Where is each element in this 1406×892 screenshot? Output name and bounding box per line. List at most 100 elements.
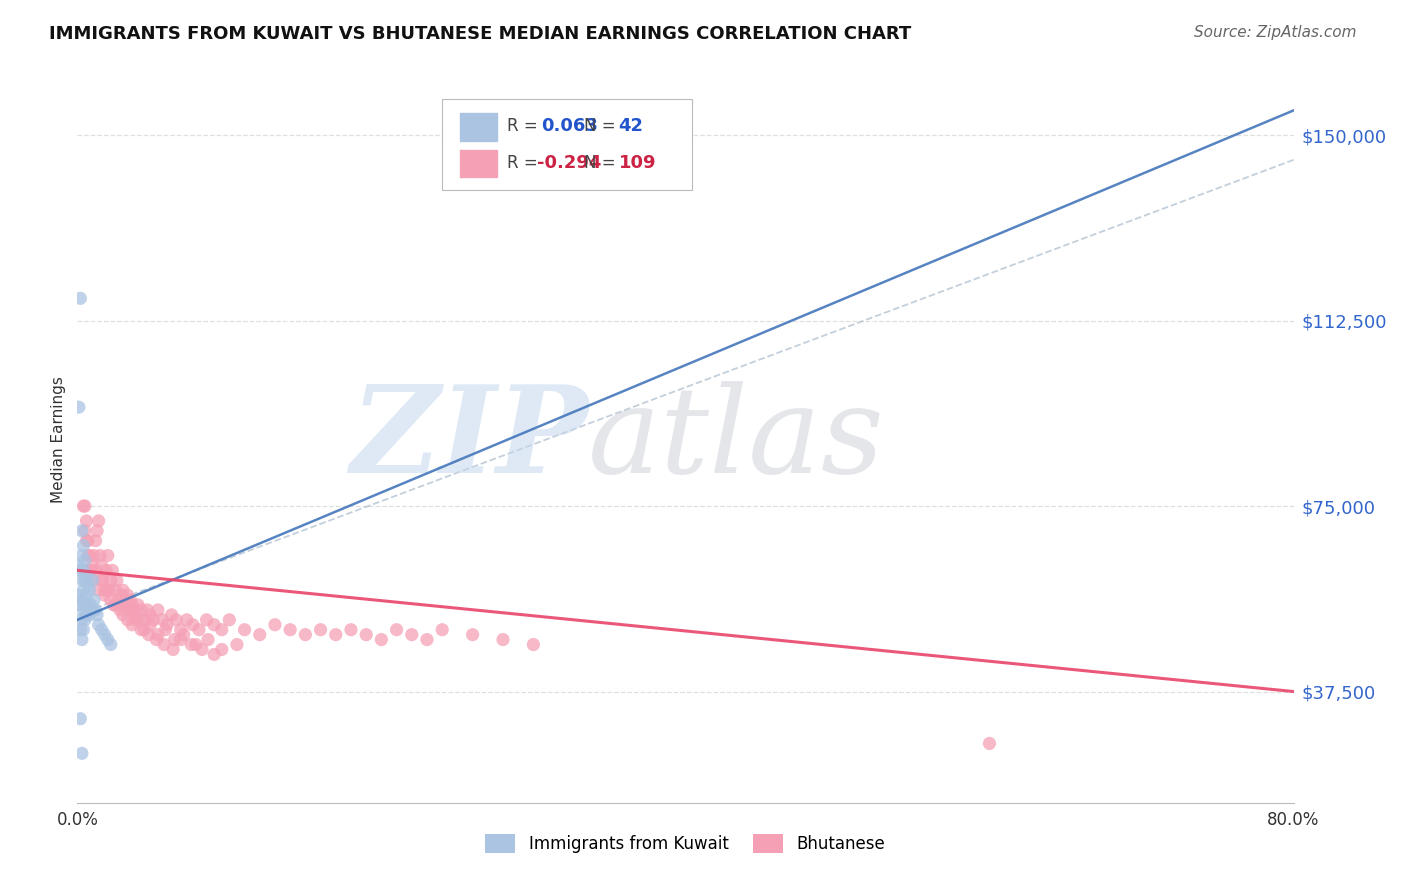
Point (188, 623, 211, 637)
Point (73, 553, 96, 567)
Point (118, 603, 141, 617)
Point (160, 607, 183, 622)
Point (124, 607, 146, 622)
Point (100, 574, 122, 588)
Point (82, 574, 104, 588)
Point (72, 499, 94, 513)
Point (90, 558, 112, 573)
Point (86, 607, 108, 622)
Point (461, 627, 484, 641)
Point (75, 514, 97, 528)
Bar (460, 150, 496, 178)
Point (73, 574, 96, 588)
Text: IMMIGRANTS FROM KUWAIT VS BHUTANESE MEDIAN EARNINGS CORRELATION CHART: IMMIGRANTS FROM KUWAIT VS BHUTANESE MEDI… (49, 25, 911, 43)
Point (98, 583, 121, 598)
Point (117, 613, 139, 627)
Point (75, 568, 97, 582)
Point (69, 563, 91, 577)
Point (77, 578, 100, 592)
Point (72, 603, 94, 617)
Point (202, 648, 225, 662)
Point (522, 638, 544, 652)
Text: atlas: atlas (588, 381, 884, 498)
Point (79, 607, 101, 622)
Point (211, 623, 233, 637)
Point (90, 574, 112, 588)
Point (82, 574, 104, 588)
Point (89, 549, 111, 563)
Bar (460, 113, 496, 141)
Point (69, 598, 91, 612)
Point (104, 583, 127, 598)
Point (72, 623, 94, 637)
Point (117, 588, 139, 602)
Point (108, 603, 131, 617)
Point (195, 613, 218, 627)
Point (226, 638, 249, 652)
Point (73, 524, 96, 538)
Point (77, 533, 100, 548)
Text: R =: R = (506, 154, 537, 172)
Point (87, 583, 110, 598)
Point (142, 613, 165, 627)
Point (70, 524, 93, 538)
Point (110, 588, 132, 602)
Point (108, 598, 131, 612)
Point (385, 623, 408, 637)
Point (70, 593, 93, 607)
Point (354, 627, 377, 641)
Point (101, 563, 124, 577)
Point (156, 617, 179, 632)
Point (145, 632, 167, 647)
Point (191, 642, 214, 657)
Point (197, 632, 219, 647)
Point (93, 627, 115, 641)
Point (84, 533, 107, 548)
Text: Source: ZipAtlas.com: Source: ZipAtlas.com (1194, 25, 1357, 40)
Point (107, 593, 129, 607)
Point (129, 623, 152, 637)
Point (77, 598, 100, 612)
Point (83, 593, 105, 607)
Point (340, 623, 363, 637)
Point (124, 613, 146, 627)
Point (264, 617, 287, 632)
Text: -0.294: -0.294 (537, 154, 602, 172)
Point (211, 642, 233, 657)
Point (249, 627, 271, 641)
Point (146, 627, 169, 641)
Point (170, 623, 193, 637)
Y-axis label: Median Earnings: Median Earnings (51, 376, 66, 503)
Point (86, 524, 108, 538)
Point (91, 574, 114, 588)
Point (90, 623, 112, 637)
Point (202, 617, 225, 632)
Point (163, 632, 186, 647)
Point (82, 558, 104, 573)
Point (492, 632, 515, 647)
Text: 42: 42 (619, 117, 644, 135)
Point (120, 593, 142, 607)
Point (70, 574, 93, 588)
Point (134, 613, 156, 627)
Point (127, 613, 149, 627)
Point (184, 638, 207, 652)
Text: 0.063: 0.063 (541, 117, 598, 135)
Point (70, 632, 93, 647)
Point (111, 607, 134, 622)
Point (75, 533, 97, 548)
Point (72, 583, 94, 598)
Point (181, 617, 204, 632)
Point (70, 549, 93, 563)
Point (97, 583, 120, 598)
Point (82, 603, 104, 617)
Point (72, 563, 94, 577)
Point (134, 623, 156, 637)
Point (100, 593, 122, 607)
Point (83, 549, 105, 563)
Point (139, 607, 162, 622)
Point (104, 598, 127, 612)
Point (173, 627, 195, 641)
Text: R =: R = (506, 117, 537, 135)
Point (77, 549, 100, 563)
